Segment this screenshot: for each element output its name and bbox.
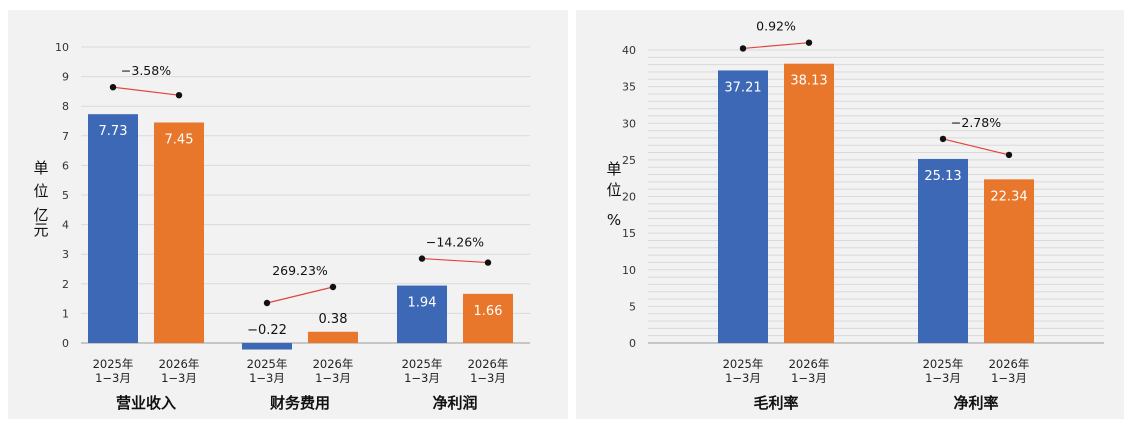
y-tick-label: 10: [55, 41, 69, 54]
x-tick-label: 2026年: [159, 357, 200, 371]
change-line: [112, 86, 180, 96]
y-tick-label: 30: [622, 117, 636, 130]
bar: [784, 63, 834, 343]
y-tick-label: 2: [62, 278, 69, 291]
bar: [718, 70, 768, 343]
change-line: [266, 286, 334, 304]
data-label: 38.13: [790, 74, 827, 89]
y-tick-label: 9: [62, 71, 69, 84]
x-tick-label: 2025年: [93, 357, 134, 371]
change-label: −2.78%: [951, 115, 1001, 130]
bar: [308, 331, 358, 343]
x-tick-label: 1−3月: [315, 371, 351, 385]
change-marker: [263, 299, 271, 307]
change-marker: [329, 283, 337, 291]
financials-bar-chart: 012345678910单位亿元7.732025年1−3月7.452026年1−…: [33, 41, 530, 412]
y-tick-label: 25: [622, 154, 636, 167]
y-tick-label: 0: [62, 337, 69, 350]
data-label: 25.13: [924, 169, 961, 184]
bar: [242, 343, 292, 350]
y-tick-label: 5: [629, 300, 636, 313]
x-tick-label: 2025年: [247, 357, 288, 371]
x-tick-label: 1−3月: [95, 371, 131, 385]
y-tick-label: 6: [62, 159, 69, 172]
bar: [984, 179, 1034, 343]
x-tick-label: 1−3月: [791, 371, 827, 385]
change-label: 0.92%: [756, 19, 796, 34]
bar: [463, 293, 513, 343]
change-marker: [1005, 151, 1013, 159]
x-tick-label: 1−3月: [725, 371, 761, 385]
y-tick-label: 5: [62, 189, 69, 202]
y-tick-label: 4: [62, 219, 69, 232]
y-axis-label: 位: [33, 182, 48, 200]
x-tick-label: 1−3月: [249, 371, 285, 385]
change-label: 269.23%: [272, 263, 328, 278]
change-label: −3.58%: [121, 63, 171, 78]
x-tick-label: 1−3月: [470, 371, 506, 385]
change-label: −14.26%: [426, 235, 484, 250]
data-label: 7.73: [99, 124, 128, 139]
x-tick-label: 2026年: [789, 357, 830, 371]
x-tick-label: 1−3月: [161, 371, 197, 385]
bar: [154, 122, 204, 343]
x-tick-label: 2026年: [989, 357, 1030, 371]
x-tick-label: 1−3月: [404, 371, 440, 385]
data-label: 1.66: [474, 304, 503, 319]
change-line: [942, 138, 1010, 156]
margins-bar-chart: 0510152025303540单位%37.212025年1−3月38.1320…: [606, 19, 1104, 412]
change-marker: [805, 39, 813, 46]
y-tick-label: 1: [62, 307, 69, 320]
change-marker: [739, 45, 747, 52]
y-tick-label: 15: [622, 227, 636, 240]
y-tick-label: 7: [62, 130, 69, 143]
y-tick-label: 20: [622, 191, 636, 204]
data-label: 0.38: [319, 312, 348, 327]
x-tick-label: 1−3月: [991, 371, 1027, 385]
x-tick-label: 2025年: [723, 357, 764, 371]
chart-panel-financials: 0 1 2 3 4 5 6 7 8 9 10 单位亿元 7.73 2025年 1−3月 7.45 2026年 1−…: [8, 10, 568, 419]
x-tick-label: 2025年: [923, 357, 964, 371]
y-axis-label: 亿: [33, 206, 48, 224]
y-tick-label: 35: [622, 81, 636, 94]
change-marker: [418, 255, 426, 262]
data-label: 22.34: [990, 189, 1027, 204]
change-marker: [939, 135, 947, 143]
x-tick-label: 2025年: [402, 357, 443, 371]
y-axis-label: 单: [606, 160, 621, 178]
x-tick-label: 2026年: [468, 357, 509, 371]
data-label: 7.45: [165, 132, 194, 147]
y-axis-label: %: [607, 211, 621, 229]
x-tick-label: 2026年: [313, 357, 354, 371]
category-label: 营业收入: [116, 394, 176, 412]
y-tick-label: 8: [62, 100, 69, 113]
data-label: 37.21: [724, 80, 761, 95]
bar: [88, 114, 138, 343]
data-label: −0.22: [247, 323, 287, 338]
change-line: [742, 42, 810, 50]
bar: [397, 285, 447, 343]
y-axis-label: 元: [33, 221, 48, 239]
category-label: 净利率: [953, 394, 998, 412]
category-label: 净利润: [432, 394, 477, 412]
bar: [918, 158, 968, 343]
category-label: 财务费用: [270, 394, 330, 412]
y-tick-label: 3: [62, 248, 69, 261]
change-line: [421, 257, 489, 264]
y-tick-label: 0: [629, 337, 636, 350]
change-marker: [484, 259, 492, 266]
x-tick-label: 1−3月: [925, 371, 961, 385]
change-marker: [109, 83, 117, 91]
category-label: 毛利率: [753, 394, 798, 412]
y-tick-label: 40: [622, 44, 636, 57]
y-axis-label: 位: [606, 181, 621, 199]
y-tick-label: 10: [622, 264, 636, 277]
y-axis-label: 单: [33, 159, 48, 177]
chart-panel-margins: 0 5 10 15 20 25 30 35 40 单位% 37.21 2025年 1−3月 38.13 20…: [576, 10, 1124, 419]
change-marker: [175, 91, 183, 99]
data-label: 1.94: [408, 296, 437, 311]
